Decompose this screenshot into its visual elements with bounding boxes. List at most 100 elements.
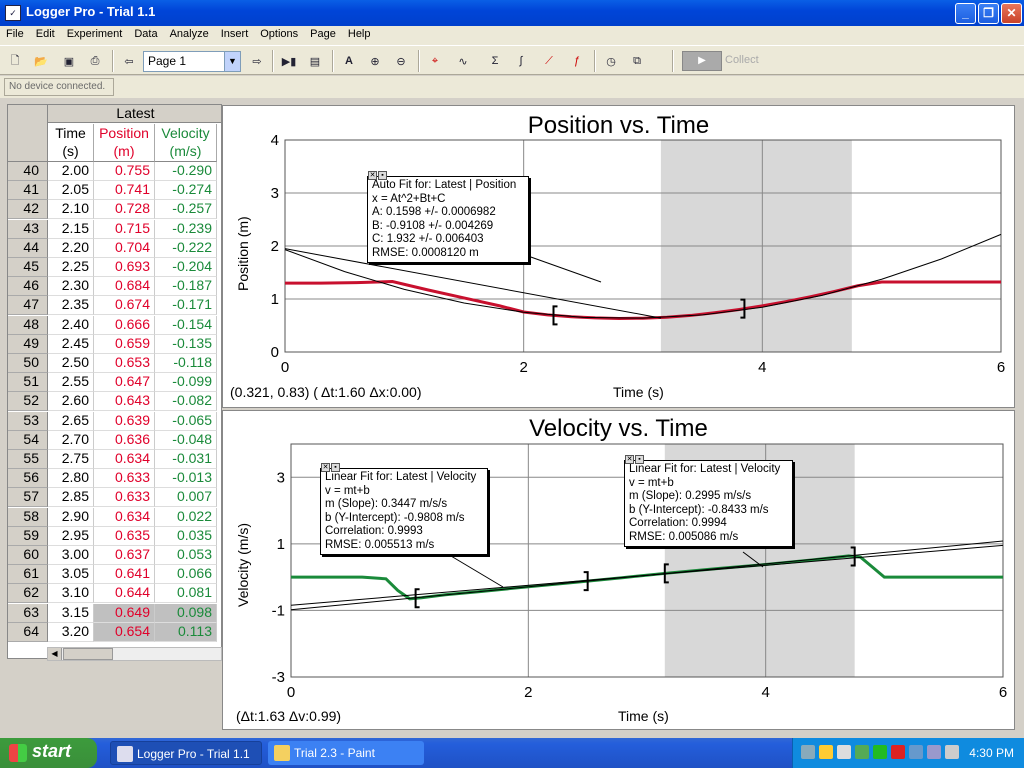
row-number[interactable]: 58 bbox=[8, 507, 48, 527]
cell-position[interactable]: 0.674 bbox=[94, 296, 155, 316]
cell-position[interactable]: 0.636 bbox=[94, 430, 155, 450]
cell-time[interactable]: 2.80 bbox=[48, 469, 94, 489]
cell-time[interactable]: 2.70 bbox=[48, 430, 94, 450]
cell-position[interactable]: 0.704 bbox=[94, 238, 155, 258]
menu-options[interactable]: Options bbox=[260, 28, 299, 40]
cell-position[interactable]: 0.643 bbox=[94, 392, 155, 412]
row-number[interactable]: 47 bbox=[8, 296, 48, 316]
row-number[interactable]: 61 bbox=[8, 565, 48, 585]
minimize-button[interactable]: _ bbox=[955, 3, 976, 24]
row-number[interactable]: 59 bbox=[8, 526, 48, 546]
cell-velocity[interactable]: -0.290 bbox=[155, 162, 217, 181]
zoom-out-icon[interactable]: ⊖ bbox=[396, 55, 406, 68]
cell-velocity[interactable]: 0.081 bbox=[155, 584, 217, 604]
statistics-icon[interactable]: Σ bbox=[491, 55, 499, 67]
cell-time[interactable]: 3.10 bbox=[48, 584, 94, 604]
cell-time[interactable]: 3.20 bbox=[48, 622, 94, 642]
zoom-in-icon[interactable]: ⊕ bbox=[370, 55, 380, 68]
position-graph[interactable]: Position vs. Time 0 2 4 6 0 1 2 3 4 Position (m)… bbox=[222, 105, 1015, 408]
row-number[interactable]: 44 bbox=[8, 238, 48, 258]
graph-options-icon[interactable]: ⧉ bbox=[633, 54, 641, 67]
row-number[interactable]: 40 bbox=[8, 162, 48, 181]
cell-time[interactable]: 2.75 bbox=[48, 450, 94, 469]
cell-time[interactable]: 2.60 bbox=[48, 392, 94, 412]
cell-time[interactable]: 2.95 bbox=[48, 526, 94, 546]
close-icon[interactable]: ✕ bbox=[368, 171, 377, 180]
velocity-plot[interactable]: 0 2 4 6 -3 -1 1 3 bbox=[223, 411, 1016, 731]
cell-position[interactable]: 0.647 bbox=[94, 373, 155, 393]
cell-position[interactable]: 0.684 bbox=[94, 277, 155, 297]
chevron-down-icon[interactable]: ▼ bbox=[224, 52, 240, 71]
menu-experiment[interactable]: Experiment bbox=[66, 28, 123, 40]
menu-file[interactable]: File bbox=[6, 28, 24, 40]
cell-position[interactable]: 0.633 bbox=[94, 488, 155, 508]
cell-time[interactable]: 2.05 bbox=[48, 181, 94, 201]
volume-icon[interactable] bbox=[837, 745, 851, 759]
cell-position[interactable]: 0.715 bbox=[94, 219, 155, 239]
row-number[interactable]: 64 bbox=[8, 622, 48, 642]
linear-fit-icon[interactable]: ⟋ bbox=[545, 54, 553, 67]
cell-velocity[interactable]: 0.066 bbox=[155, 565, 217, 585]
fit-box-controls[interactable]: ✕ ▪ bbox=[625, 452, 647, 464]
cell-time[interactable]: 2.00 bbox=[48, 162, 94, 181]
print-icon[interactable]: ⎙ bbox=[90, 54, 100, 67]
quadratic-fit-box[interactable]: ✕ ▪ Auto Fit for: Latest | Position x = A… bbox=[367, 171, 529, 263]
save-icon[interactable]: ▣ bbox=[63, 55, 75, 68]
data-table[interactable]: Latest Time (s) Position (m) Velocity (m… bbox=[7, 104, 222, 659]
tray-icon[interactable] bbox=[909, 745, 923, 759]
row-number[interactable]: 46 bbox=[8, 277, 48, 297]
cell-velocity[interactable]: 0.035 bbox=[155, 526, 217, 546]
cell-position[interactable]: 0.755 bbox=[94, 162, 155, 181]
linear-fit-box-1[interactable]: ✕ ▪ Linear Fit for: Latest | Velocity v =… bbox=[320, 463, 488, 555]
cell-time[interactable]: 2.65 bbox=[48, 411, 94, 431]
cell-position[interactable]: 0.653 bbox=[94, 354, 155, 373]
cell-velocity[interactable]: -0.099 bbox=[155, 373, 217, 393]
row-number[interactable]: 55 bbox=[8, 450, 48, 469]
cell-time[interactable]: 2.50 bbox=[48, 354, 94, 373]
menu-analyze[interactable]: Analyze bbox=[169, 28, 209, 40]
cell-time[interactable]: 2.90 bbox=[48, 507, 94, 527]
cell-position[interactable]: 0.649 bbox=[94, 603, 155, 623]
cell-velocity[interactable]: -0.171 bbox=[155, 296, 217, 316]
open-folder-icon[interactable]: 📂 bbox=[34, 55, 48, 68]
autoscale-icon[interactable]: A bbox=[345, 55, 353, 67]
taskbar-item-paint[interactable]: Trial 2.3 - Paint bbox=[268, 741, 424, 765]
cell-velocity[interactable]: -0.031 bbox=[155, 450, 217, 469]
cell-velocity[interactable]: 0.098 bbox=[155, 603, 217, 623]
scroll-thumb[interactable] bbox=[63, 648, 113, 660]
cell-time[interactable]: 3.00 bbox=[48, 546, 94, 565]
cell-position[interactable]: 0.728 bbox=[94, 200, 155, 220]
cell-velocity[interactable]: -0.065 bbox=[155, 411, 217, 431]
new-file-icon[interactable]: 🗋 bbox=[10, 54, 20, 67]
row-number[interactable]: 52 bbox=[8, 392, 48, 412]
row-number[interactable]: 57 bbox=[8, 488, 48, 508]
row-number[interactable]: 50 bbox=[8, 354, 48, 373]
cell-position[interactable]: 0.641 bbox=[94, 565, 155, 585]
position-plot[interactable]: 0 2 4 6 0 1 2 3 4 bbox=[223, 106, 1016, 409]
cell-time[interactable]: 3.05 bbox=[48, 565, 94, 585]
row-number[interactable]: 45 bbox=[8, 258, 48, 277]
menu-page[interactable]: Page bbox=[310, 28, 336, 40]
column-header-time[interactable]: Time (s) bbox=[48, 124, 94, 162]
cell-position[interactable]: 0.644 bbox=[94, 584, 155, 604]
cell-position[interactable]: 0.741 bbox=[94, 181, 155, 201]
tray-icon[interactable] bbox=[819, 745, 833, 759]
cell-time[interactable]: 2.40 bbox=[48, 315, 94, 335]
prev-page-icon[interactable]: ⇦ bbox=[124, 55, 134, 68]
start-button[interactable]: start bbox=[0, 738, 97, 768]
examine-icon[interactable]: ⌖ bbox=[431, 54, 439, 67]
next-page-icon[interactable]: ⇨ bbox=[252, 55, 262, 68]
cell-velocity[interactable]: -0.154 bbox=[155, 315, 217, 335]
taskbar-item-logger-pro[interactable]: Logger Pro - Trial 1.1 bbox=[110, 741, 262, 765]
maximize-button[interactable]: ❐ bbox=[978, 3, 999, 24]
lab-interface-icon[interactable]: ▤ bbox=[309, 55, 321, 68]
page-select[interactable]: Page 1 ▼ bbox=[143, 51, 241, 72]
cell-position[interactable]: 0.635 bbox=[94, 526, 155, 546]
linear-fit-box-2[interactable]: ✕ ▪ Linear Fit for: Latest | Velocity v =… bbox=[624, 455, 793, 547]
row-number[interactable]: 43 bbox=[8, 219, 48, 239]
cell-velocity[interactable]: -0.118 bbox=[155, 354, 217, 373]
close-icon[interactable]: ✕ bbox=[321, 463, 330, 472]
cell-position[interactable]: 0.639 bbox=[94, 411, 155, 431]
close-icon[interactable]: ✕ bbox=[625, 455, 634, 464]
tangent-icon[interactable]: ∿ bbox=[458, 55, 468, 68]
